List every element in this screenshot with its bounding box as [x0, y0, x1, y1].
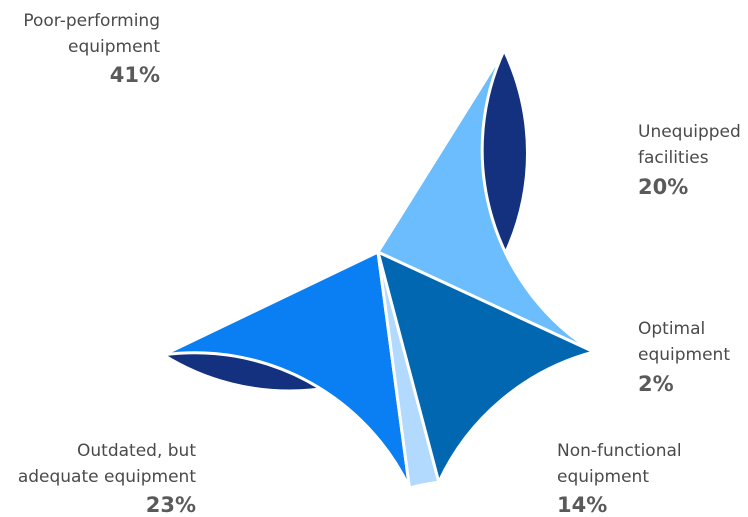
- slice-annotation-outdated: Outdated, but adequate equipment 23%: [18, 441, 197, 517]
- slice-label-poor-performing-line1: Poor-performing: [23, 11, 160, 31]
- slice-label-non-functional-line2: equipment: [557, 467, 649, 487]
- slice-label-unequipped-line2: facilities: [638, 148, 709, 168]
- pie-slice-non-functional: [376, 250, 596, 484]
- slice-value-non-functional: 14%: [557, 493, 607, 517]
- slice-label-unequipped-line1: Unequipped: [638, 122, 741, 142]
- pie-slices: [161, 48, 596, 490]
- slice-value-poor-performing: 41%: [110, 63, 160, 87]
- slice-annotation-non-functional: Non-functional equipment 14%: [557, 441, 682, 517]
- slice-value-optimal: 2%: [638, 372, 674, 396]
- slice-value-outdated: 23%: [146, 493, 196, 517]
- slice-label-poor-performing-line2: equipment: [68, 37, 160, 57]
- slice-label-optimal-line1: Optimal: [638, 319, 705, 339]
- pie-slice-outdated: [376, 48, 596, 354]
- slice-annotation-optimal: Optimal equipment 2%: [638, 319, 730, 396]
- slice-annotation-poor-performing: Poor-performing equipment 41%: [23, 11, 160, 87]
- slice-label-non-functional-line1: Non-functional: [557, 441, 682, 461]
- slice-annotation-unequipped: Unequipped facilities 20%: [638, 122, 741, 199]
- slice-label-optimal-line2: equipment: [638, 345, 730, 365]
- slice-label-outdated-line2: adequate equipment: [18, 467, 197, 487]
- slice-value-unequipped: 20%: [638, 175, 688, 199]
- pie-slice-unequipped: [161, 250, 411, 490]
- slice-label-outdated-line1: Outdated, but: [77, 441, 196, 461]
